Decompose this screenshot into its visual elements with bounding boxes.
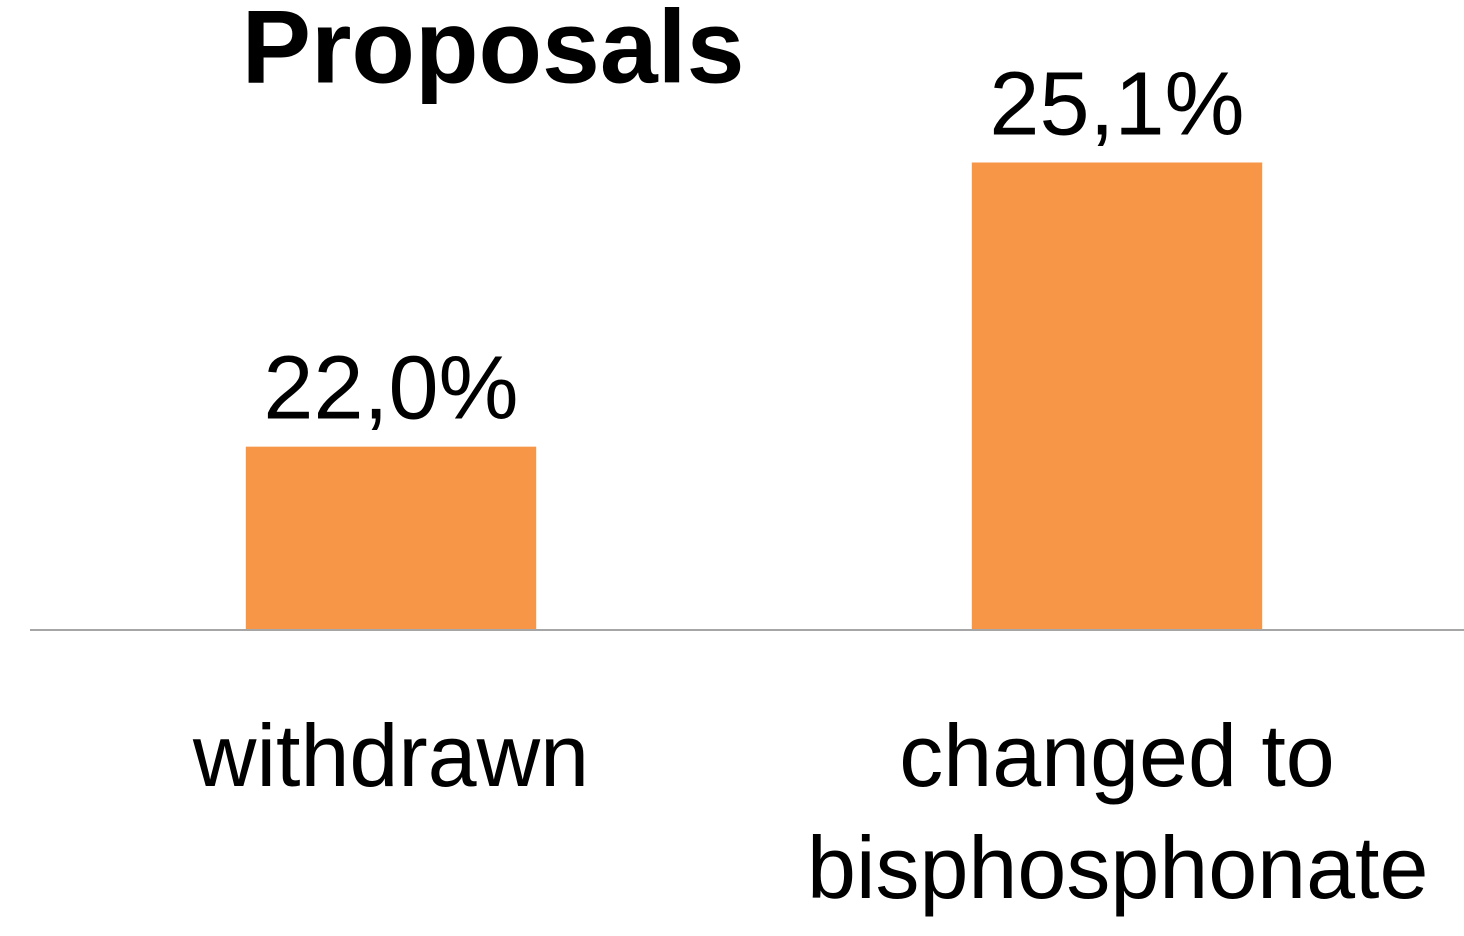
bar	[971, 162, 1263, 630]
bar	[245, 446, 537, 630]
data-label: 25,1%	[989, 54, 1244, 154]
chart-title: Proposals	[242, 0, 745, 105]
x-tick-label: changed to bisphosphonate	[807, 706, 1429, 917]
data-label: 22,0%	[263, 338, 518, 438]
x-tick-label: withdrawn	[192, 706, 590, 805]
